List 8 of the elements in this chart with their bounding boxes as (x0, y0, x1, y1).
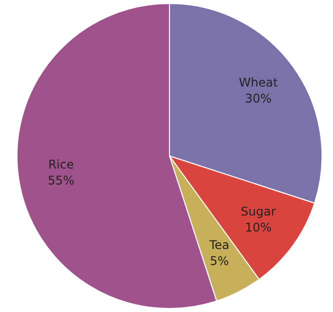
data-label: 10% (244, 220, 272, 235)
data-label: 5% (210, 254, 229, 268)
slice-label: Rice (48, 157, 74, 172)
slice-label: Wheat (238, 76, 278, 90)
slice-label: Tea (208, 238, 230, 252)
data-label: 30% (244, 92, 272, 106)
data-label: 55% (48, 173, 74, 188)
slice-label: Sugar (240, 204, 276, 219)
